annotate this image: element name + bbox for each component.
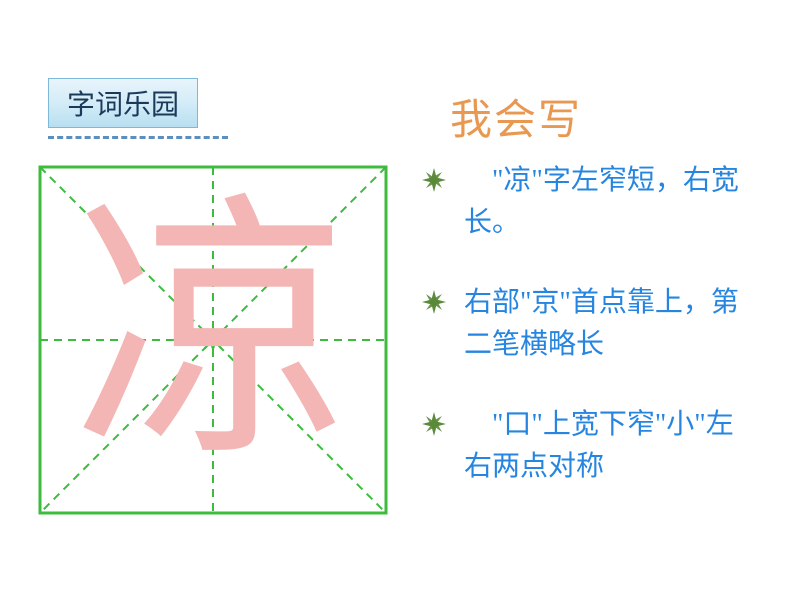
bullet-list: "凉"字左窄短，右宽长。 右部"京"首点靠上，第二笔横略长 "口"上宽下窄"小"… bbox=[420, 160, 760, 526]
star-icon bbox=[420, 288, 448, 316]
bullet-text: "口"上宽下窄"小"左右两点对称 bbox=[464, 404, 760, 488]
bullet-text: 右部"京"首点靠上，第二笔横略长 bbox=[464, 282, 760, 366]
section-heading: 我会写 bbox=[450, 86, 582, 147]
bullet-item: "凉"字左窄短，右宽长。 bbox=[420, 160, 760, 244]
bullet-text: "凉"字左窄短，右宽长。 bbox=[464, 160, 760, 244]
tab-label: 字词乐园 bbox=[48, 78, 198, 128]
bullet-item: 右部"京"首点靠上，第二笔横略长 bbox=[420, 282, 760, 366]
character-grid: 凉 bbox=[38, 165, 388, 515]
tab-container: 字词乐园 bbox=[48, 78, 228, 139]
bullet-item: "口"上宽下窄"小"左右两点对称 bbox=[420, 404, 760, 488]
tab-underline bbox=[48, 136, 228, 139]
practice-character: 凉 bbox=[73, 194, 353, 474]
star-icon bbox=[420, 166, 448, 194]
star-icon bbox=[420, 410, 448, 438]
